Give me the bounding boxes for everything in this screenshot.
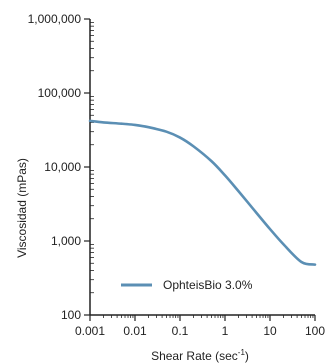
series [88,119,317,266]
x-axis-title: Shear Rate (sec-1) [151,348,249,363]
y-tick-label: 1,000,000 [28,12,82,26]
y-tick-label: 100,000 [38,86,82,100]
y-tick-label: 1,000 [51,234,81,248]
tick-labels: 0.001 0.01 0.1 1 10 100 100 1,000 10,000 100,000 1… [28,12,326,338]
axes [89,19,315,316]
x-tick-label: 1 [222,324,229,338]
x-tick-label: 10 [263,324,277,338]
series-line [88,119,317,266]
x-tick-label: 0.01 [123,324,147,338]
x-tick-label: 0.1 [172,324,189,338]
legend-label: OphteisBio 3.0% [163,278,253,292]
ticks [84,18,316,321]
x-tick-label: 100 [305,324,325,338]
y-tick-label: 10,000 [44,160,81,174]
legend: OphteisBio 3.0% [121,278,253,292]
x-tick-label: 0.001 [75,324,105,338]
y-tick-label: 100 [61,308,81,322]
y-axis-title: Viscosidad (mPas) [15,158,29,258]
